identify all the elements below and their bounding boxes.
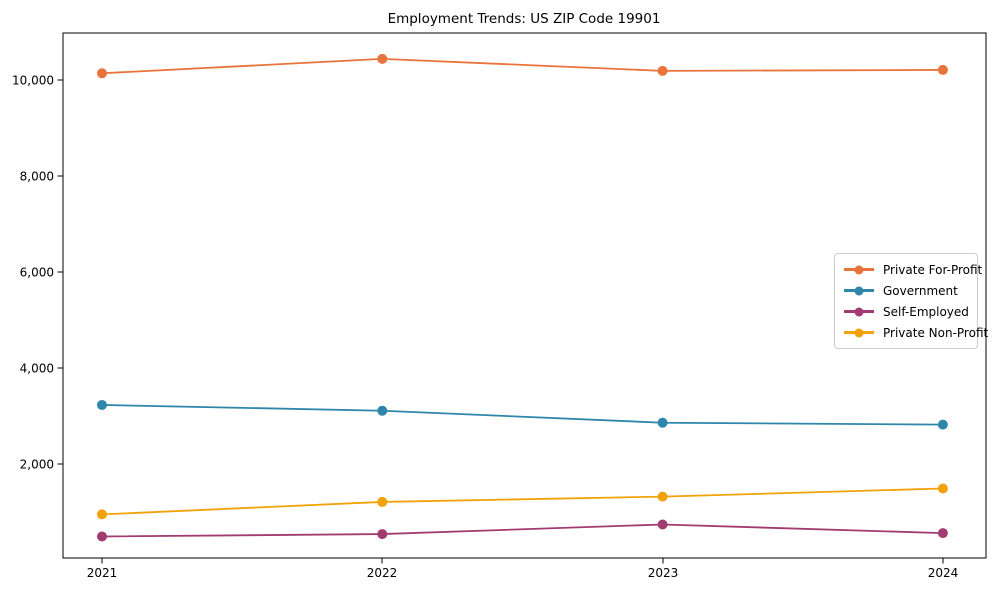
x-tick-label: 2023 bbox=[648, 566, 679, 580]
x-axis: 2021 2022 2023 2024 bbox=[87, 558, 959, 580]
marker-private-non-profit-2024 bbox=[937, 483, 948, 494]
series-layer bbox=[97, 53, 948, 542]
x-tick-label: 2022 bbox=[367, 566, 398, 580]
marker-self-employed-2023 bbox=[657, 519, 668, 530]
marker-self-employed-2024 bbox=[937, 528, 948, 539]
series-line-private-non-profit bbox=[101, 487, 943, 516]
marker-government-2023 bbox=[657, 417, 668, 428]
legend-dot-icon bbox=[854, 286, 864, 295]
marker-private-non-profit-2022 bbox=[377, 496, 388, 507]
legend-item-private-non-profit: Private Non-Profit bbox=[835, 322, 988, 343]
marker-private-for-profit-2024 bbox=[937, 64, 948, 75]
legend-item-government: Government bbox=[835, 280, 977, 301]
legend-marker-icon bbox=[844, 265, 874, 274]
legend-item-self-employed: Self-Employed bbox=[835, 301, 977, 322]
legend-marker-icon bbox=[844, 328, 874, 337]
marker-government-2024 bbox=[937, 419, 948, 430]
y-tick-label: 2,000 bbox=[20, 458, 54, 472]
legend: Private For-Profit Government Self-Emplo… bbox=[834, 253, 988, 349]
y-tick-label: 10,000 bbox=[12, 74, 54, 88]
plot-frame bbox=[62, 32, 987, 559]
chart-title: Employment Trends: US ZIP Code 19901 bbox=[388, 11, 661, 27]
legend-label: Private For-Profit bbox=[883, 262, 983, 277]
marker-private-non-profit-2023 bbox=[657, 491, 668, 502]
marker-private-for-profit-2022 bbox=[377, 53, 388, 64]
marker-private-for-profit-2021 bbox=[97, 68, 107, 79]
legend-dot-icon bbox=[854, 307, 864, 316]
series-line-private-for-profit bbox=[101, 57, 943, 75]
legend-label: Private Non-Profit bbox=[883, 325, 989, 340]
marker-private-for-profit-2023 bbox=[657, 65, 668, 76]
marker-private-non-profit-2021 bbox=[97, 509, 107, 520]
series-line-self-employed bbox=[101, 523, 943, 538]
legend-dot-icon bbox=[854, 265, 864, 274]
marker-government-2022 bbox=[377, 405, 388, 416]
x-tick-label: 2021 bbox=[87, 566, 118, 580]
marker-self-employed-2022 bbox=[377, 529, 388, 540]
y-tick-label: 4,000 bbox=[20, 362, 54, 376]
y-tick-label: 8,000 bbox=[20, 170, 54, 184]
marker-self-employed-2021 bbox=[97, 531, 107, 542]
marker-government-2021 bbox=[97, 399, 107, 410]
legend-marker-icon bbox=[844, 286, 874, 295]
legend-marker-icon bbox=[844, 307, 874, 316]
y-tick-label: 6,000 bbox=[20, 266, 54, 280]
legend-label: Government bbox=[883, 283, 958, 298]
series-line-government bbox=[101, 404, 943, 426]
legend-dot-icon bbox=[854, 328, 864, 337]
legend-label: Self-Employed bbox=[883, 304, 969, 319]
x-tick-label: 2024 bbox=[928, 566, 959, 580]
legend-item-private-for-profit: Private For-Profit bbox=[835, 259, 982, 280]
y-axis: 10,000 8,000 6,000 4,000 2,000 bbox=[12, 74, 63, 472]
